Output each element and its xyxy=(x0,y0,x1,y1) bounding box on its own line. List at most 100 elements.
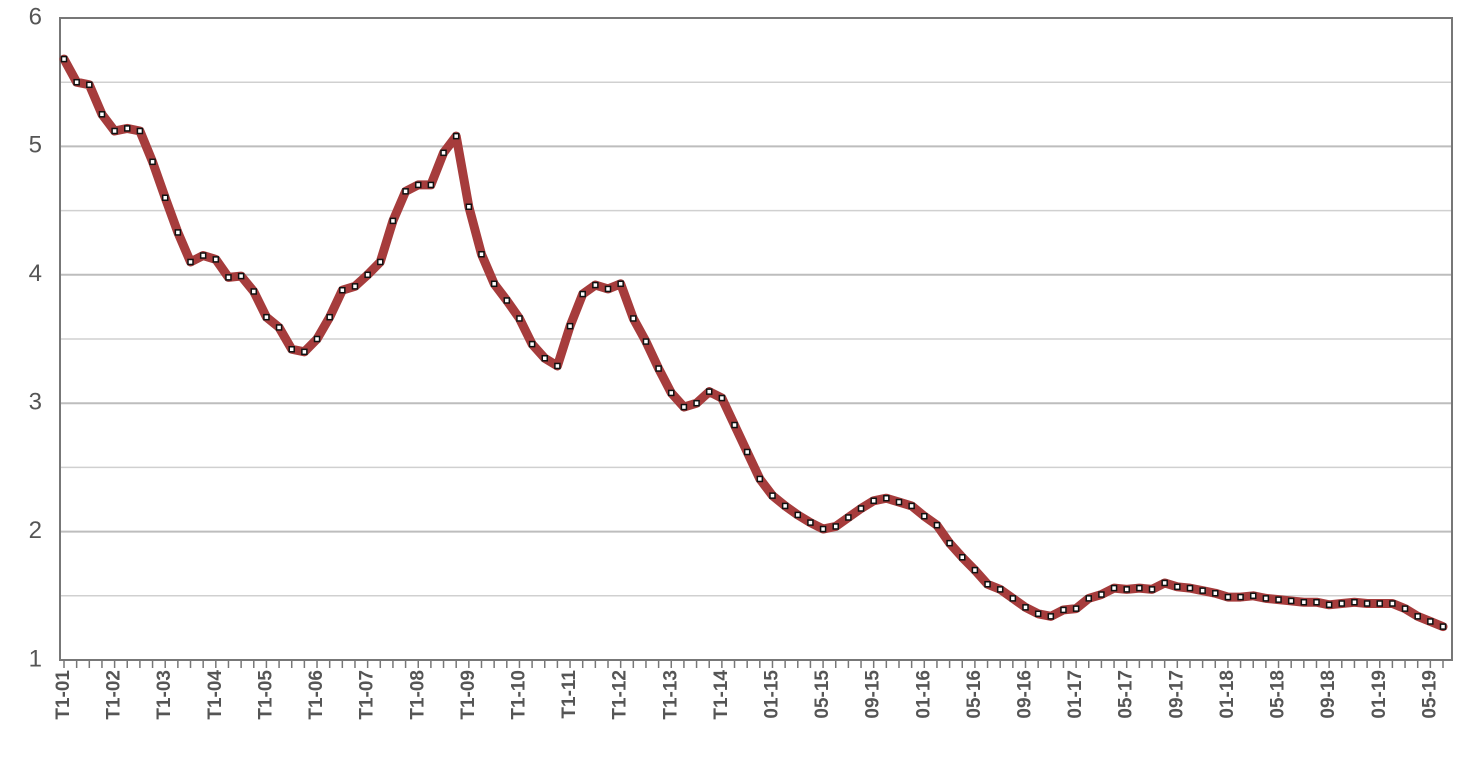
marker xyxy=(288,346,295,353)
marker xyxy=(111,127,118,135)
marker xyxy=(971,566,979,574)
marker xyxy=(516,315,523,322)
marker xyxy=(1300,598,1308,606)
x-tick-label: T1-03 xyxy=(154,670,175,720)
marker xyxy=(705,388,713,395)
x-tick-label: T1-06 xyxy=(306,670,327,720)
y-tick-label: 2 xyxy=(29,517,42,544)
marker xyxy=(883,494,890,502)
marker xyxy=(326,313,333,321)
marker xyxy=(1389,600,1396,607)
y-tick-label: 3 xyxy=(29,389,42,416)
marker xyxy=(1047,613,1055,620)
marker xyxy=(263,313,270,321)
marker xyxy=(149,158,156,166)
y-tick-label: 5 xyxy=(29,132,42,159)
marker xyxy=(427,181,435,189)
marker xyxy=(528,340,536,348)
marker xyxy=(1148,586,1156,593)
marker xyxy=(1351,598,1358,606)
x-tick-label: T1-08 xyxy=(407,670,428,720)
marker xyxy=(199,252,207,259)
marker xyxy=(655,365,662,372)
marker xyxy=(1110,584,1118,592)
marker xyxy=(86,81,93,89)
marker xyxy=(1237,593,1244,601)
marker xyxy=(1338,600,1346,607)
marker xyxy=(1249,592,1257,600)
x-tick-label: 01-19 xyxy=(1369,670,1390,719)
marker xyxy=(1363,600,1371,607)
marker xyxy=(465,203,473,210)
marker xyxy=(1098,591,1105,598)
marker xyxy=(402,188,409,195)
marker xyxy=(554,362,561,370)
marker xyxy=(579,290,586,298)
marker xyxy=(1287,597,1295,605)
marker xyxy=(642,338,650,345)
marker xyxy=(440,149,447,157)
marker xyxy=(718,394,726,402)
x-tick-label: T1-14 xyxy=(711,670,732,720)
marker xyxy=(604,285,612,293)
marker xyxy=(592,281,599,289)
marker xyxy=(996,586,1004,593)
marker xyxy=(161,194,169,202)
x-tick-label: 05-15 xyxy=(812,670,833,719)
marker xyxy=(668,389,675,397)
marker xyxy=(1376,600,1383,607)
x-tick-label: T1-12 xyxy=(610,670,631,720)
x-tick-label: 05-18 xyxy=(1268,670,1289,719)
marker xyxy=(921,512,928,520)
x-tick-label: 09-18 xyxy=(1318,670,1339,719)
marker xyxy=(60,55,68,63)
marker xyxy=(364,271,371,279)
marker xyxy=(389,217,397,225)
x-tick-label: T1-04 xyxy=(205,670,226,720)
marker xyxy=(1414,613,1421,620)
marker xyxy=(756,475,764,483)
marker xyxy=(1161,579,1168,587)
marker xyxy=(478,251,485,258)
marker xyxy=(1034,610,1042,618)
x-tick-label: 01-18 xyxy=(1217,670,1238,719)
x-tick-label: T1-07 xyxy=(357,670,378,720)
y-tick-label: 6 xyxy=(29,3,42,30)
marker xyxy=(1123,586,1130,593)
marker xyxy=(503,297,511,304)
marker xyxy=(98,111,106,118)
marker xyxy=(566,322,574,330)
x-tick-label: T1-09 xyxy=(458,670,479,720)
marker xyxy=(136,127,144,135)
marker xyxy=(1224,593,1232,601)
marker xyxy=(908,502,915,510)
marker xyxy=(301,348,308,356)
marker xyxy=(617,280,624,288)
marker xyxy=(1199,587,1206,594)
marker xyxy=(832,523,839,530)
marker xyxy=(946,539,953,547)
marker xyxy=(743,448,751,456)
plot-frame xyxy=(59,17,1453,661)
marker xyxy=(237,272,245,280)
marker xyxy=(1072,605,1080,612)
marker xyxy=(845,514,852,521)
marker xyxy=(1401,605,1409,612)
marker xyxy=(794,511,802,519)
x-tick-label: 05-17 xyxy=(1116,670,1137,719)
marker xyxy=(1275,596,1282,603)
marker xyxy=(958,554,966,561)
x-tick-label: T1-10 xyxy=(508,670,529,720)
marker xyxy=(1174,583,1181,591)
x-tick-label: T1-02 xyxy=(104,670,125,720)
marker xyxy=(73,78,80,86)
marker xyxy=(212,256,220,263)
marker xyxy=(857,505,865,512)
marker xyxy=(769,492,776,499)
x-tick-label: T1-01 xyxy=(53,670,74,720)
marker xyxy=(339,286,346,294)
marker xyxy=(781,502,789,510)
x-tick-label: 05-16 xyxy=(964,670,985,719)
x-tick-label: 01-16 xyxy=(913,670,934,719)
